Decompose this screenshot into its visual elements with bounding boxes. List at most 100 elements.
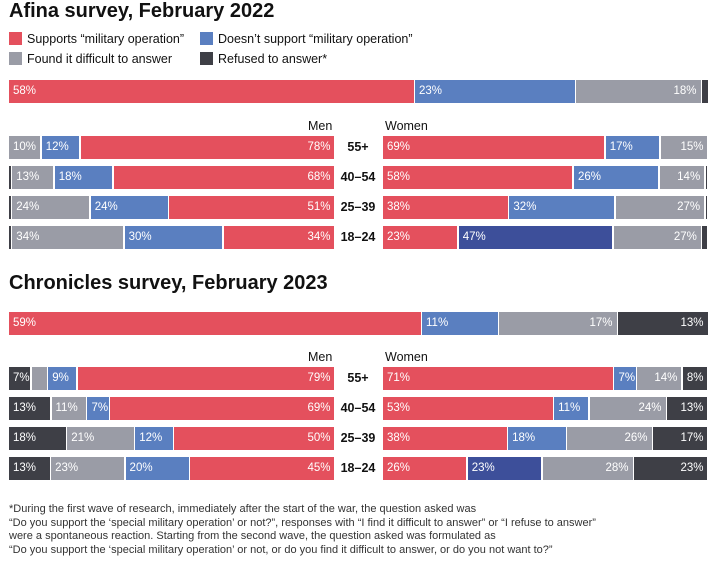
bar-segment-refused: 13% (9, 457, 50, 480)
bar-value-label: 11% (55, 402, 78, 414)
legend-item-refused: Refused to answer* (200, 52, 327, 66)
bar-value-label: 9% (52, 372, 69, 384)
bar-value-label: 14% (677, 171, 701, 183)
bar-value-label: 51% (307, 201, 331, 213)
bar-value-label: 24% (638, 402, 662, 414)
bar-segment-refused: 7% (9, 367, 31, 390)
bar-value-label: 71% (387, 372, 411, 384)
bar-value-label: 58% (387, 171, 411, 183)
header-women: Women (385, 350, 428, 364)
bar-value-label: 24% (16, 201, 40, 213)
women-bar-3: 26% 23% 28% 23% (383, 457, 709, 480)
bar-segment-supports: 68% (113, 166, 335, 189)
bar-segment-difficult: 34% (12, 226, 124, 249)
legend-item-difficult: Found it difficult to answer (9, 52, 172, 66)
bar-segment-supports: 59% (9, 312, 421, 335)
bar-value-label: 13% (16, 171, 40, 183)
bar-value-label: 12% (139, 432, 163, 444)
men-bar-0: 7% 9% 79% (9, 367, 336, 390)
bar-segment-supports: 26% (383, 457, 467, 480)
bar-value-label: 58% (13, 85, 37, 97)
bar-segment-supports: 23% (383, 226, 458, 249)
age-group-label: 55+ (347, 371, 369, 385)
bar-segment-not-supports: 7% (614, 367, 636, 390)
bar-segment-supports: 78% (80, 136, 335, 159)
bar-value-label: 11% (426, 317, 449, 329)
bar-value-label: 32% (513, 201, 537, 213)
age-group-label: 40–54 (340, 401, 376, 415)
bar-segment-difficult (31, 367, 47, 390)
bar-segment-supports: 45% (190, 457, 335, 480)
bar-segment-supports: 51% (169, 196, 335, 219)
footnote-line: were a spontaneous reaction. Starting fr… (9, 530, 496, 542)
men-bar-3: 34% 30% 34% (9, 226, 336, 249)
bar-value-label: 23% (419, 85, 443, 97)
bar-value-label: 69% (387, 141, 411, 153)
bar-value-label: 7% (618, 372, 636, 384)
footnote: *During the first wave of research, imme… (9, 503, 596, 557)
legend-label-refused: Refused to answer* (218, 52, 328, 66)
bar-value-label: 18% (58, 171, 82, 183)
bar-segment-not-supports: 7% (87, 397, 109, 420)
bar-segment-not-supports: 26% (573, 166, 659, 189)
bar-segment-not-supports: 47% (458, 226, 612, 249)
bar-value-label: 47% (462, 231, 486, 243)
bar-segment-difficult: 11% (51, 397, 86, 420)
legend-item-supports: Supports “military operation” (9, 32, 184, 46)
bar-segment-refused: 13% (9, 397, 50, 420)
bar-segment-difficult: 13% (12, 166, 54, 189)
bar-value-label: 50% (307, 432, 331, 444)
bar-segment-difficult: 14% (659, 166, 705, 189)
bar-segment-not-supports: 32% (509, 196, 615, 219)
age-group-label: 18–24 (340, 230, 376, 244)
footnote-line: *During the first wave of research, imme… (9, 503, 477, 515)
bar-value-label: 13% (680, 402, 704, 414)
bar-segment-supports: 50% (174, 427, 335, 450)
bar-segment-not-supports: 11% (422, 312, 498, 335)
bar-value-label: 14% (654, 372, 678, 384)
bar-value-label: 23% (387, 231, 411, 243)
bar-segment-refused (702, 80, 708, 103)
women-bar-0: 69% 17% 15% (383, 136, 709, 159)
bar-segment-difficult: 24% (589, 397, 666, 420)
bar-value-label: 17% (609, 141, 633, 153)
bar-value-label: 26% (577, 171, 602, 183)
bar-value-label: 20% (129, 462, 153, 474)
age-group-label: 25–39 (340, 431, 376, 445)
bar-value-label: 7% (13, 372, 30, 384)
bar-value-label: 59% (13, 317, 37, 329)
bar-value-label: 34% (16, 231, 40, 243)
women-bar-3: 23% 47% 27% (383, 226, 709, 249)
bar-value-label: 8% (686, 372, 704, 384)
legend-item-not-supports: Doesn’t support “military operation” (200, 32, 413, 46)
bar-value-label: 30% (128, 231, 152, 243)
bar-segment-supports: 53% (383, 397, 553, 420)
bar-segment-supports: 69% (110, 397, 335, 420)
bar-value-label: 10% (13, 141, 37, 153)
bar-segment-supports: 38% (383, 427, 507, 450)
overall-bar-1: 59% 11% 17% 13% (9, 312, 709, 335)
bar-segment-not-supports: 12% (41, 136, 80, 159)
legend-label-not-supports: Doesn’t support “military operation” (218, 32, 413, 46)
bar-value-label: 17% (589, 317, 613, 329)
bar-segment-difficult: 24% (12, 196, 90, 219)
bar-segment-not-supports: 18% (54, 166, 113, 189)
bar-value-label: 68% (307, 171, 331, 183)
bar-value-label: 24% (94, 201, 118, 213)
bar-value-label: 17% (680, 432, 704, 444)
bar-segment-supports: 79% (77, 367, 335, 390)
bar-segment-not-supports: 17% (605, 136, 660, 159)
bar-value-label: 26% (624, 432, 648, 444)
bar-segment-refused (9, 196, 11, 219)
legend-swatch-difficult (9, 52, 22, 65)
women-bar-2: 38% 32% 27% (383, 196, 709, 219)
bar-value-label: 13% (680, 317, 704, 329)
bar-value-label: 21% (71, 432, 95, 444)
bar-value-label: 45% (307, 462, 331, 474)
bar-segment-refused: 23% (634, 457, 708, 480)
bar-segment-supports: 71% (383, 367, 613, 390)
bar-segment-refused: 13% (618, 312, 708, 335)
footnote-line: “Do you support the ‘special military op… (9, 543, 553, 556)
bar-segment-difficult: 15% (660, 136, 708, 159)
bar-segment-refused (702, 226, 708, 249)
